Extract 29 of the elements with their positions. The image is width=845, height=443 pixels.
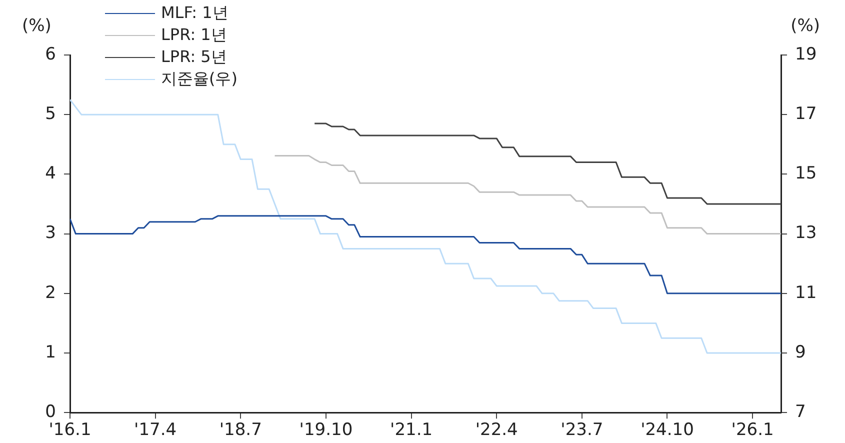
legend-label: 지준율(우) bbox=[161, 68, 238, 90]
y2-tick-label: 13 bbox=[795, 223, 817, 244]
x-tick-label: '21.1 bbox=[390, 420, 433, 440]
y2-tick-label: 15 bbox=[795, 164, 817, 184]
y-tick-label: 4 bbox=[45, 164, 56, 184]
y2-tick-label: 17 bbox=[795, 104, 817, 124]
y-tick-label: 1 bbox=[45, 342, 56, 362]
x-tick-label: '24.10 bbox=[640, 420, 694, 440]
y2-tick-label: 11 bbox=[795, 282, 817, 303]
y-tick-label: 3 bbox=[45, 223, 56, 244]
legend-label: MLF: 1년 bbox=[161, 2, 228, 24]
y2-axis-title: (%) bbox=[790, 16, 820, 36]
x-tick-label: '22.4 bbox=[475, 420, 518, 440]
legend-label: LPR: 1년 bbox=[161, 24, 227, 46]
y2-tick-label: 7 bbox=[795, 402, 806, 422]
y-axis-title: (%) bbox=[22, 16, 52, 36]
x-tick-label: '17.4 bbox=[134, 420, 177, 440]
y-tick-label: 0 bbox=[45, 402, 56, 422]
legend-label: LPR: 5년 bbox=[161, 46, 227, 68]
y2-tick-label: 19 bbox=[795, 44, 817, 64]
x-tick-label: '16.1 bbox=[48, 420, 92, 440]
y2-tick-label: 9 bbox=[795, 342, 806, 362]
y-tick-label: 5 bbox=[45, 104, 56, 124]
y-tick-label: 6 bbox=[45, 44, 56, 64]
x-tick-label: '26.1 bbox=[731, 420, 774, 440]
y-tick-label: 2 bbox=[45, 282, 56, 303]
x-tick-label: '23.7 bbox=[560, 420, 604, 440]
x-tick-label: '18.7 bbox=[219, 420, 262, 440]
x-tick-label: '19.10 bbox=[299, 420, 353, 440]
